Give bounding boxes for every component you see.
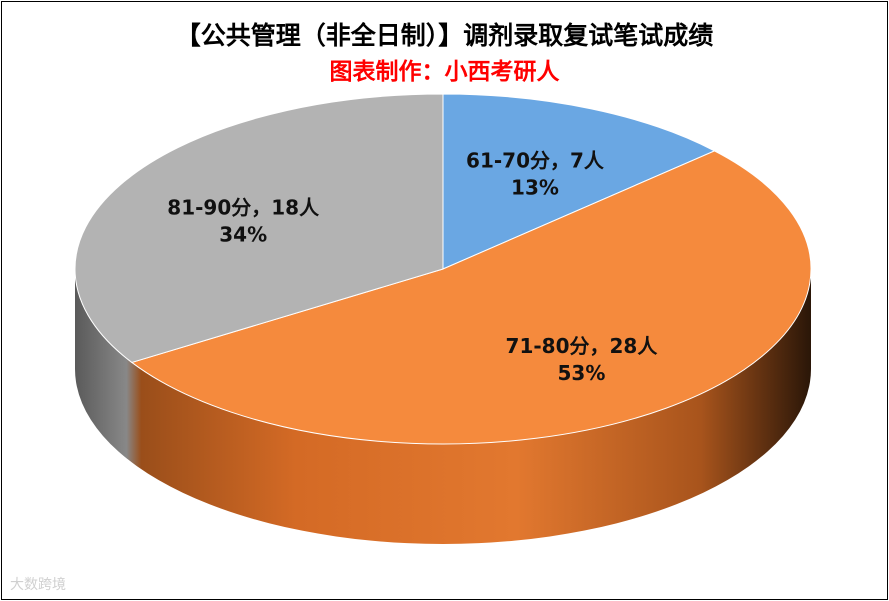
pie-top [74, 93, 812, 445]
pie-side-surface [75, 269, 811, 544]
watermark-text: 大数跨境 [10, 577, 66, 593]
slice-percent-2: 53% [558, 361, 606, 385]
slice-label-3: 81-90分，18人 [167, 196, 320, 220]
pie-slice-3 [74, 93, 444, 363]
slice-label-2: 71-80分，28人 [506, 334, 659, 358]
pie-3d-side [75, 269, 811, 544]
pie-labels: 61-70分，7人 13% 71-80分，28人 53% 81-90分，18人 34% [167, 149, 658, 386]
pie-slice-2 [130, 150, 812, 445]
slice-label-1: 61-70分，7人 [466, 149, 605, 173]
chart-subtitle: 图表制作：小西考研人 [329, 59, 560, 85]
pie-slice-1 [442, 93, 716, 270]
slice-percent-3: 34% [219, 223, 267, 247]
chart-title: 【公共管理（非全日制）】调剂录取复试笔试成绩 [175, 21, 714, 50]
slice-percent-1: 13% [511, 176, 559, 200]
